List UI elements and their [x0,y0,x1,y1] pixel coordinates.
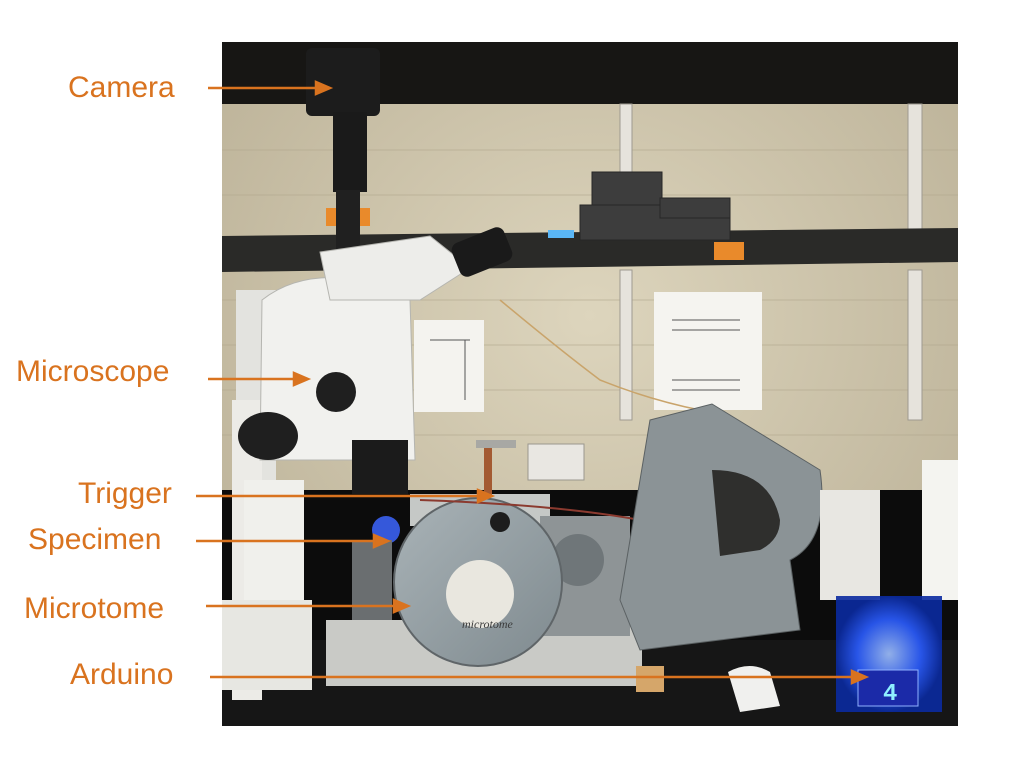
label-specimen: Specimen [28,523,162,556]
wall-paper-2 [654,292,762,410]
arduino-arrow [210,669,870,685]
label-camera: Camera [68,71,175,104]
microtome-arrow [206,598,412,614]
specimen-arrow [196,533,392,549]
label-microtome: Microtome [24,592,165,625]
microtome-brand-text: microtome [462,617,514,631]
label-trigger: Trigger [78,477,172,510]
camera-arrow [208,80,334,96]
annotation-arrows [196,80,870,685]
camera-body [306,48,380,116]
microscope-head [259,277,416,461]
trigger-post [484,440,492,496]
trigger-arrow [196,488,496,504]
microscope-arrow [208,371,312,387]
label-microscope: Microscope [16,355,170,388]
wall-paper-1 [414,320,484,412]
label-arduino: Arduino [70,658,174,691]
arduino-display-digit: 4 [883,681,897,708]
